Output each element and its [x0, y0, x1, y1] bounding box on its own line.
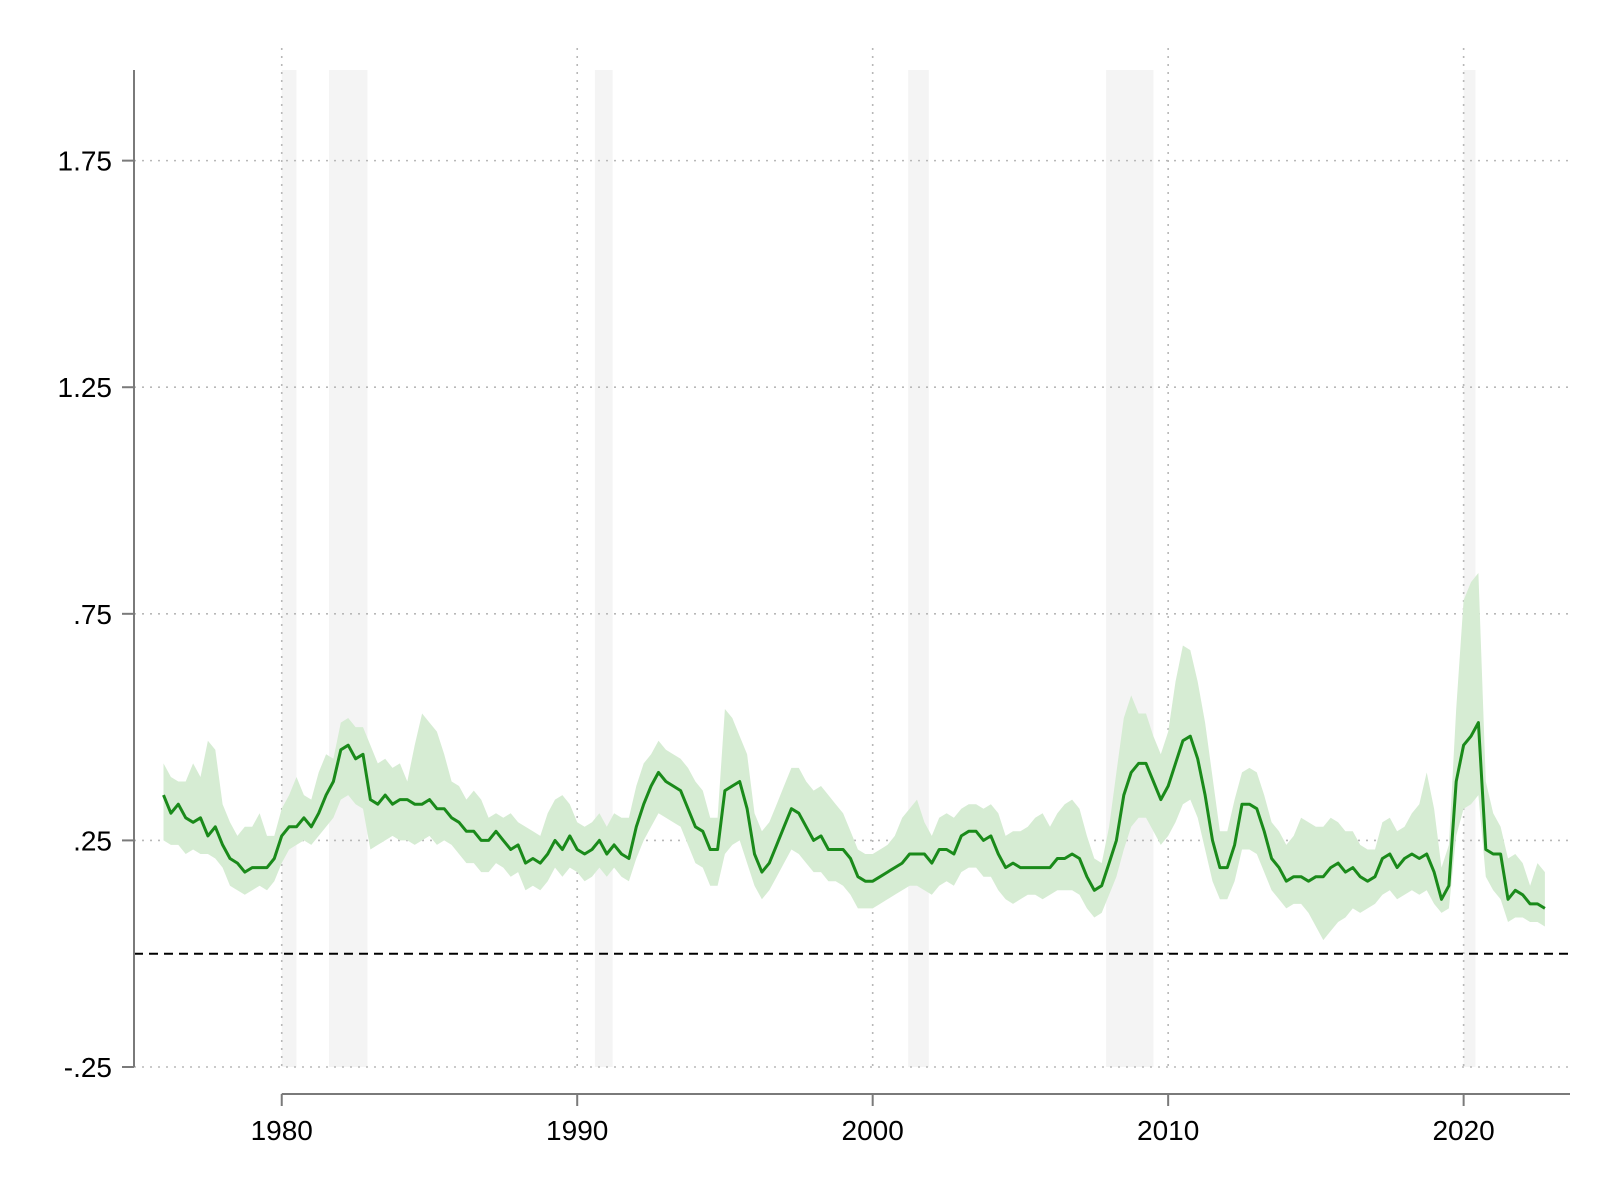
- shaded-period-1: [329, 70, 368, 1067]
- y-tick-label-2: .75: [73, 599, 112, 630]
- y-axis-ticks: -.25 .25 .75 1.25 1.75: [58, 146, 134, 1083]
- shaded-period-2: [594, 70, 613, 1067]
- x-tick-label-4: 2020: [1432, 1115, 1494, 1146]
- recession-shading: [281, 70, 1476, 1067]
- x-tick-label-1: 1990: [546, 1115, 608, 1146]
- series-line: [162, 721, 1546, 910]
- y-tick-label-1: .25: [73, 825, 112, 856]
- shaded-period-4: [1106, 70, 1154, 1067]
- x-tick-label-2: 2000: [842, 1115, 904, 1146]
- confidence-band-layer: [163, 573, 1545, 941]
- y-tick-label-4: 1.75: [58, 146, 113, 177]
- confidence-band: [163, 573, 1545, 941]
- shaded-period-0: [281, 70, 297, 1067]
- axes: -.25 .25 .75 1.25 1.75 1980 1990 2000 2010 2020: [58, 70, 1570, 1146]
- shaded-period-3: [908, 70, 929, 1067]
- series-line-layer: [162, 721, 1546, 910]
- x-tick-label-3: 2010: [1137, 1115, 1199, 1146]
- x-tick-label-0: 1980: [251, 1115, 313, 1146]
- shaded-period-5: [1463, 70, 1476, 1067]
- y-tick-label-3: 1.25: [58, 372, 113, 403]
- x-axis-ticks: 1980 1990 2000 2010 2020: [251, 1094, 1495, 1146]
- y-tick-label-0: -.25: [64, 1052, 112, 1083]
